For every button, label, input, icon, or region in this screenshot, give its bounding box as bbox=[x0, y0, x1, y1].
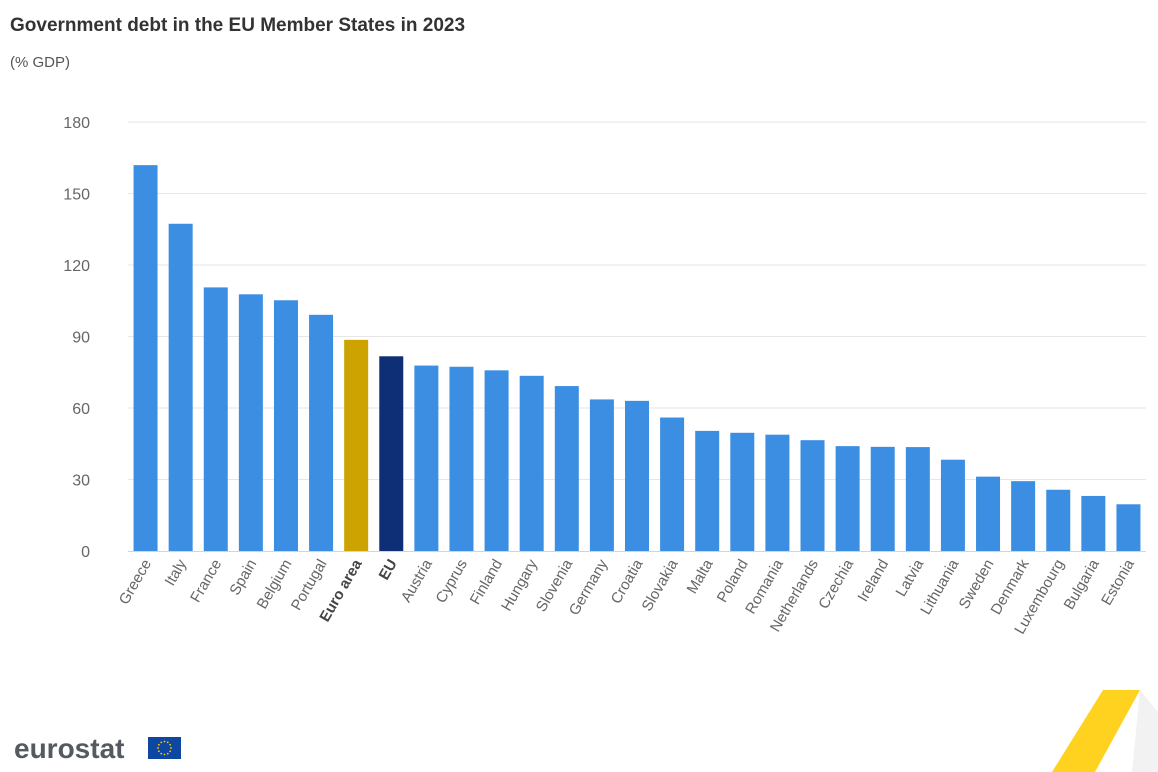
flag-star bbox=[166, 752, 169, 755]
bar-cyprus[interactable] bbox=[449, 366, 474, 551]
bar-eu[interactable] bbox=[379, 356, 404, 551]
x-tick-label: Greece bbox=[116, 557, 155, 608]
bar-czechia[interactable] bbox=[835, 446, 860, 551]
bar-netherlands[interactable] bbox=[800, 440, 825, 551]
bar-finland[interactable] bbox=[484, 370, 509, 551]
flag-star bbox=[166, 741, 169, 744]
y-tick-label: 0 bbox=[81, 544, 90, 561]
flag-star bbox=[157, 747, 159, 749]
x-tick-label: EU bbox=[376, 557, 401, 584]
bar-germany[interactable] bbox=[589, 399, 614, 551]
x-tick-label: Finland bbox=[467, 557, 506, 608]
bar-belgium[interactable] bbox=[273, 300, 298, 551]
x-tick-label: Italy bbox=[162, 556, 191, 589]
x-tick-label: Ireland bbox=[855, 557, 893, 605]
y-tick-label: 120 bbox=[63, 258, 90, 275]
bar-austria[interactable] bbox=[414, 365, 439, 551]
bar-croatia[interactable] bbox=[625, 400, 649, 551]
bar-sweden[interactable] bbox=[976, 476, 1001, 551]
flag-star bbox=[169, 750, 172, 753]
flag-star bbox=[160, 752, 163, 755]
x-tick-label: Czechia bbox=[815, 556, 857, 612]
eu-stars-icon bbox=[157, 740, 172, 756]
bar-poland[interactable] bbox=[730, 432, 755, 551]
corner-chevron-icon bbox=[1052, 690, 1158, 772]
x-tick-label: Austria bbox=[398, 556, 436, 605]
y-tick-label: 30 bbox=[72, 473, 90, 490]
bar-hungary[interactable] bbox=[519, 375, 544, 551]
bar-lithuania[interactable] bbox=[940, 459, 965, 551]
bar-spain[interactable] bbox=[238, 294, 263, 551]
x-tick-label: France bbox=[187, 557, 225, 606]
bar-denmark[interactable] bbox=[1011, 481, 1036, 551]
eurostat-logo: eurostat bbox=[14, 733, 181, 764]
bar-bulgaria[interactable] bbox=[1081, 495, 1106, 551]
bar-greece[interactable] bbox=[133, 165, 158, 551]
bar-italy[interactable] bbox=[168, 223, 193, 552]
flag-star bbox=[163, 753, 166, 756]
flag-star bbox=[169, 743, 172, 746]
bar-slovenia[interactable] bbox=[554, 386, 579, 551]
x-tick-label: Estonia bbox=[1098, 556, 1138, 608]
eurostat-logo-text: eurostat bbox=[14, 733, 124, 764]
bar-slovakia[interactable] bbox=[660, 417, 685, 551]
bar-luxembourg[interactable] bbox=[1046, 489, 1071, 551]
bar-estonia[interactable] bbox=[1116, 504, 1141, 551]
x-tick-label: Poland bbox=[714, 557, 752, 606]
y-tick-label: 180 bbox=[63, 115, 90, 132]
y-tick-label: 90 bbox=[72, 330, 90, 347]
bar-latvia[interactable] bbox=[905, 447, 930, 551]
bar-france[interactable] bbox=[203, 287, 228, 551]
flag-star bbox=[160, 741, 163, 744]
chart-title: Government debt in the EU Member States … bbox=[10, 15, 466, 36]
flag-star bbox=[170, 747, 172, 749]
x-tick-label: Latvia bbox=[893, 556, 928, 600]
bar-romania[interactable] bbox=[765, 434, 790, 551]
eu-flag-icon bbox=[148, 737, 181, 759]
flag-star bbox=[157, 750, 160, 753]
flag-star bbox=[163, 740, 166, 743]
bars bbox=[133, 165, 1141, 552]
bar-ireland[interactable] bbox=[870, 446, 895, 551]
bar-euro-area[interactable] bbox=[344, 339, 369, 551]
flag-star bbox=[157, 743, 160, 746]
x-tick-label: Bulgaria bbox=[1061, 556, 1104, 613]
y-tick-label: 150 bbox=[63, 187, 90, 204]
x-tick-label: Malta bbox=[684, 556, 717, 597]
y-axis-ticks: 0 30 60 90 120 150 180 bbox=[63, 115, 90, 561]
x-tick-label: Cyprus bbox=[432, 557, 470, 607]
bar-portugal[interactable] bbox=[309, 314, 334, 551]
x-tick-label: Croatia bbox=[608, 556, 647, 607]
bar-malta[interactable] bbox=[695, 430, 720, 551]
chart-subtitle: (% GDP) bbox=[10, 54, 70, 71]
x-tick-label: Spain bbox=[226, 557, 260, 599]
y-tick-label: 60 bbox=[72, 401, 90, 418]
